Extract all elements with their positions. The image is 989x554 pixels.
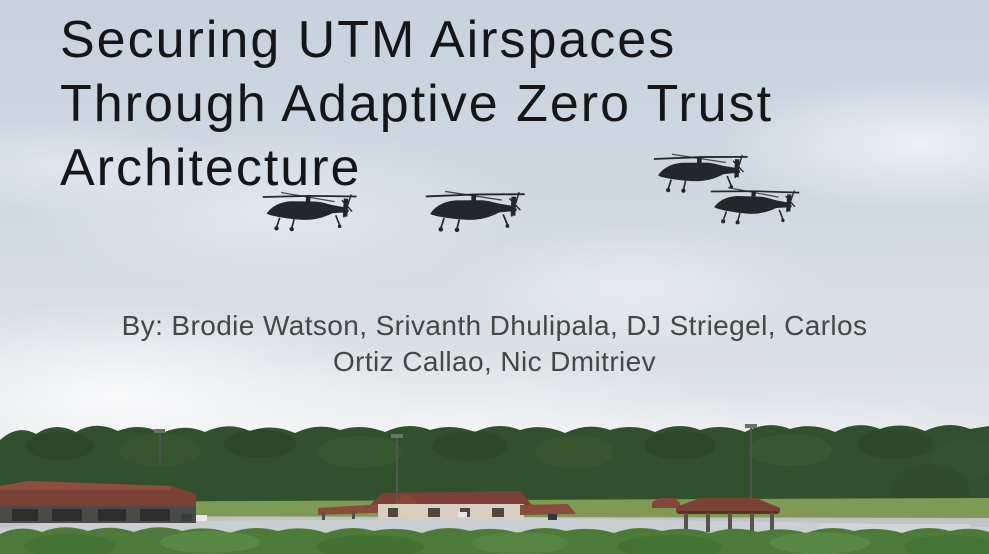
slide-title-line: Securing UTM Airspaces: [60, 11, 677, 69]
building-icon: [318, 470, 576, 520]
slide-byline-line: By: Brodie Watson, Srivanth Dhulipala, D…: [121, 310, 868, 341]
parked-vehicles: [181, 512, 557, 521]
pavilion-icon: [676, 498, 780, 532]
slide-byline-line: Ortiz Callao, Nic Dmitriev: [332, 346, 657, 377]
slide-title-line: Through Adaptive Zero Trust: [60, 75, 774, 133]
slide-title: Securing UTM Airspaces Through Adaptive …: [60, 8, 920, 200]
slide-title-line: Architecture: [60, 139, 362, 197]
shed-icon: [652, 498, 680, 508]
foreground-shrubs: [0, 527, 989, 554]
slide-byline: By: Brodie Watson, Srivanth Dhulipala, D…: [0, 308, 989, 380]
hangar-icon: [0, 481, 196, 523]
